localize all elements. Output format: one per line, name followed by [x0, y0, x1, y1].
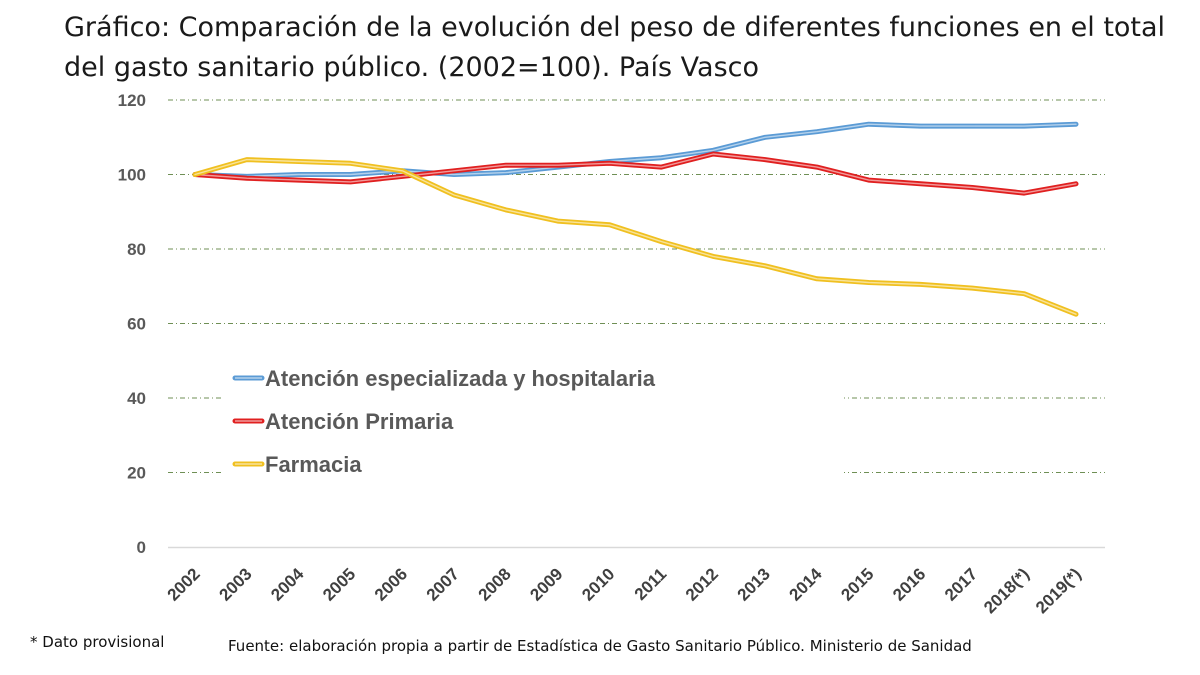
data-point: [866, 122, 871, 127]
data-point: [970, 286, 975, 291]
data-point: [814, 276, 819, 281]
data-point: [244, 157, 249, 162]
data-point: [400, 168, 405, 173]
x-tick-label: 2019(*): [1032, 564, 1085, 617]
x-tick-label: 2014: [786, 564, 827, 605]
legend-label: Farmacia: [265, 452, 362, 477]
data-point: [918, 181, 923, 186]
data-point: [1022, 191, 1027, 196]
y-tick-label: 40: [127, 389, 146, 408]
y-tick-label: 100: [118, 166, 146, 185]
data-point: [452, 192, 457, 197]
data-point: [607, 161, 612, 166]
data-point: [1022, 291, 1027, 296]
x-tick-label: 2007: [423, 564, 463, 604]
y-axis-ticks: 0 20 40 60 80 100 120: [118, 91, 146, 557]
x-tick-label: 2006: [371, 564, 411, 604]
x-tick-label: 2008: [475, 564, 515, 604]
data-point: [814, 165, 819, 170]
data-point: [1074, 122, 1079, 127]
data-point: [763, 135, 768, 140]
data-point: [348, 179, 353, 184]
y-tick-label: 60: [127, 315, 146, 334]
x-tick-label: 2002: [164, 564, 204, 604]
data-point: [296, 178, 301, 183]
data-point: [296, 159, 301, 164]
data-point: [711, 254, 716, 259]
data-point: [918, 124, 923, 129]
y-tick-label: 20: [127, 464, 146, 483]
x-tick-label: 2004: [267, 564, 308, 605]
data-point: [659, 239, 664, 244]
x-tick-label: 2018(*): [980, 564, 1033, 617]
data-point: [244, 176, 249, 181]
data-point: [555, 163, 560, 168]
source-note: Fuente: elaboración propia a partir de E…: [228, 637, 972, 655]
data-point: [659, 165, 664, 170]
x-tick-label: 2011: [631, 564, 671, 604]
legend-box: [222, 355, 844, 490]
data-point: [1074, 181, 1079, 186]
x-axis-ticks: 2002 2003 2004 2005 2006 2007 2008 2009 2010 2011…: [164, 564, 1085, 617]
x-tick-label: 2016: [889, 564, 929, 604]
legend: Atención especializada y hospitalaria Ate…: [222, 355, 844, 490]
data-point: [814, 129, 819, 134]
legend-label: Atención especializada y hospitalaria: [265, 366, 656, 391]
data-point: [711, 152, 716, 157]
x-tick-label: 2010: [578, 564, 618, 604]
footnote: * Dato provisional: [30, 633, 165, 651]
y-tick-label: 0: [137, 538, 146, 557]
series-line-highlight: [194, 158, 1077, 315]
x-tick-label: 2012: [682, 564, 722, 604]
y-tick-label: 80: [127, 240, 146, 259]
x-tick-label: 2015: [837, 564, 877, 604]
series-line-highlight: [194, 153, 1077, 194]
legend-label: Atención Primaria: [265, 409, 454, 434]
data-point: [193, 172, 198, 177]
data-point: [866, 178, 871, 183]
series-lines: [192, 121, 1079, 317]
series-line: [192, 121, 1079, 179]
data-point: [348, 172, 353, 177]
data-point: [970, 185, 975, 190]
data-point: [659, 155, 664, 160]
data-point: [296, 172, 301, 177]
data-point: [763, 263, 768, 268]
data-point: [555, 219, 560, 224]
x-tick-label: 2017: [941, 564, 981, 604]
data-point: [866, 280, 871, 285]
y-tick-label: 120: [118, 91, 146, 110]
data-point: [970, 124, 975, 129]
data-point: [607, 222, 612, 227]
x-tick-label: 2005: [319, 564, 359, 604]
chart-title: Gráfico: Comparación de la evolución del…: [64, 12, 1166, 83]
data-point: [1074, 312, 1079, 317]
x-tick-label: 2013: [734, 564, 774, 604]
x-tick-label: 2003: [215, 564, 255, 604]
data-point: [763, 157, 768, 162]
data-point: [400, 174, 405, 179]
series-line-highlight: [194, 123, 1077, 178]
data-point: [503, 163, 508, 168]
data-point: [503, 170, 508, 175]
data-point: [918, 282, 923, 287]
data-point: [348, 161, 353, 166]
data-point: [452, 168, 457, 173]
x-tick-label: 2009: [526, 564, 566, 604]
data-point: [503, 207, 508, 212]
data-point: [1022, 124, 1027, 129]
